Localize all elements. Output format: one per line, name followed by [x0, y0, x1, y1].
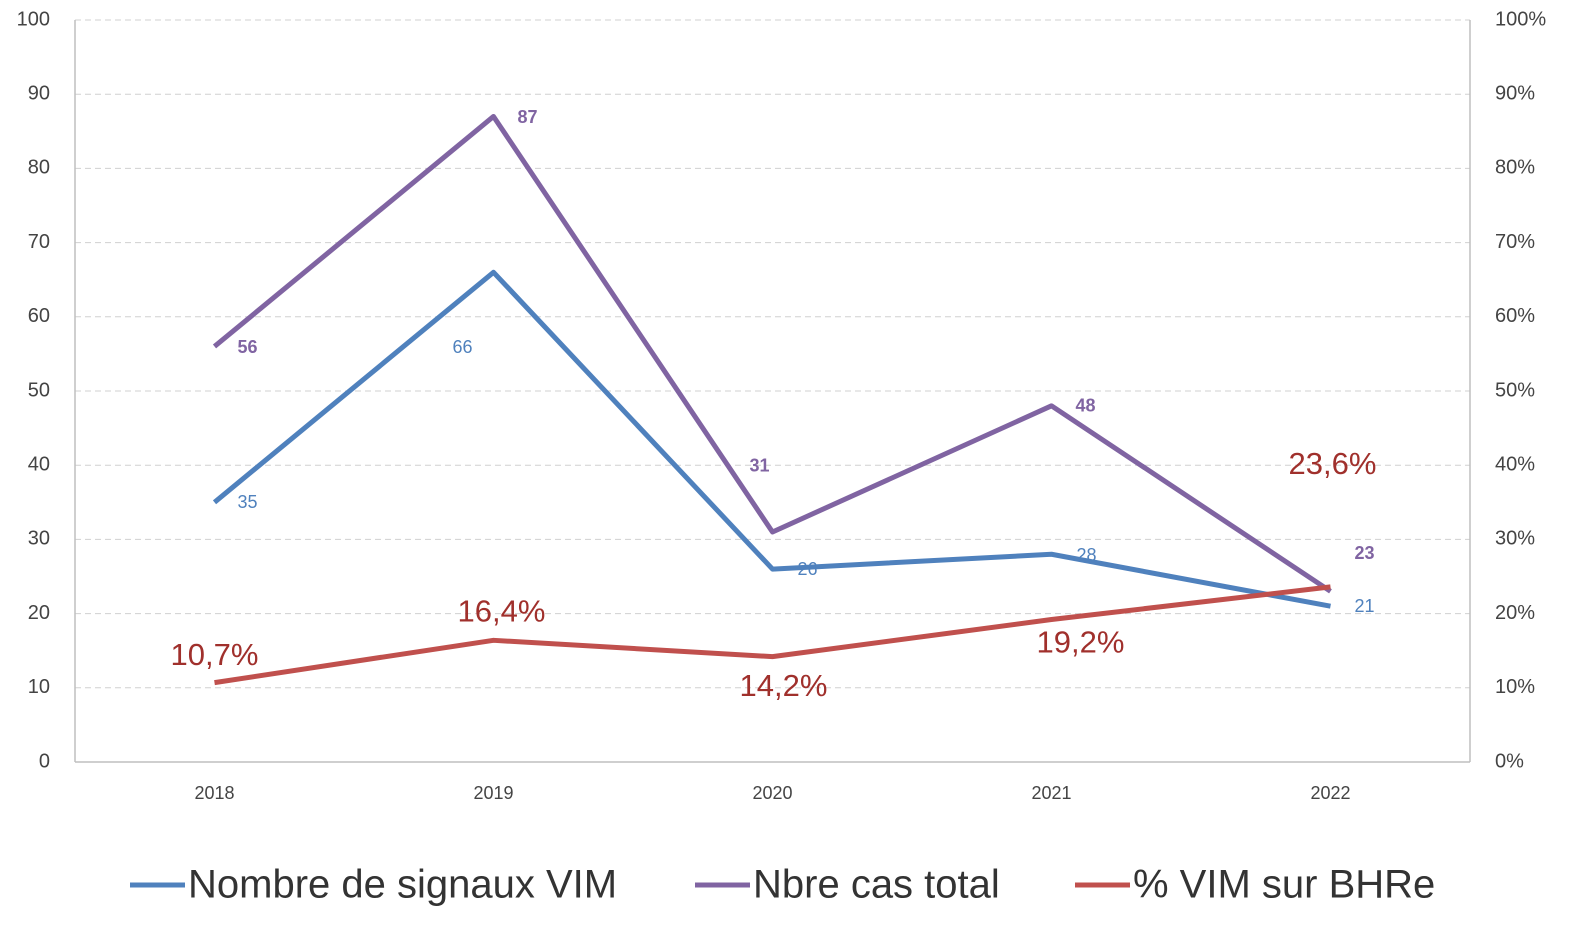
- series-line: [212, 269, 1331, 609]
- y-tick-label: 0: [39, 750, 50, 772]
- x-tick-label: 2021: [1031, 783, 1071, 803]
- data-label: 87: [517, 107, 537, 127]
- series-line: [214, 584, 1331, 686]
- y2-tick-label: 100%: [1495, 8, 1546, 30]
- data-label: 10,7%: [171, 637, 259, 672]
- y2-tick-label: 60%: [1495, 305, 1535, 327]
- y-tick-label: 10: [28, 676, 50, 698]
- y2-tick-label: 80%: [1495, 157, 1535, 179]
- y2-tick-label: 70%: [1495, 231, 1535, 253]
- legend-label: % VIM sur BHRe: [1133, 863, 1435, 907]
- data-label: 35: [237, 492, 257, 512]
- y-tick-label: 50: [28, 379, 50, 401]
- y-tick-label: 30: [28, 528, 50, 550]
- x-tick-label: 2022: [1310, 783, 1350, 803]
- y-tick-label: 60: [28, 305, 50, 327]
- y-tick-label: 40: [28, 453, 50, 475]
- data-label: 21: [1354, 596, 1374, 616]
- y-tick-label: 80: [28, 157, 50, 179]
- y2-tick-label: 20%: [1495, 602, 1535, 624]
- y2-tick-label: 30%: [1495, 528, 1535, 550]
- x-tick-label: 2020: [752, 783, 792, 803]
- data-label: 23: [1354, 543, 1374, 563]
- data-label: 31: [749, 456, 769, 476]
- y2-tick-label: 50%: [1495, 379, 1535, 401]
- data-label: 28: [1076, 545, 1096, 565]
- series-line: [212, 113, 1332, 594]
- y2-tick-label: 0%: [1495, 750, 1524, 772]
- y2-tick-label: 90%: [1495, 82, 1535, 104]
- y2-tick-label: 10%: [1495, 676, 1535, 698]
- y-tick-label: 100: [17, 8, 50, 30]
- data-label: 66: [452, 337, 472, 357]
- data-label: 16,4%: [458, 593, 546, 628]
- legend-label: Nbre cas total: [753, 863, 1000, 907]
- data-label: 26: [797, 559, 817, 579]
- legend-label: Nombre de signaux VIM: [188, 863, 617, 907]
- y-tick-label: 20: [28, 602, 50, 624]
- data-label: 56: [237, 337, 257, 357]
- y2-tick-label: 40%: [1495, 453, 1535, 475]
- data-label: 23,6%: [1289, 446, 1377, 481]
- data-label: 14,2%: [740, 668, 828, 703]
- x-tick-label: 2018: [194, 783, 234, 803]
- y-tick-label: 90: [28, 82, 50, 104]
- data-label: 48: [1075, 396, 1095, 416]
- x-tick-label: 2019: [473, 783, 513, 803]
- y-tick-label: 70: [28, 231, 50, 253]
- data-label: 19,2%: [1037, 625, 1125, 660]
